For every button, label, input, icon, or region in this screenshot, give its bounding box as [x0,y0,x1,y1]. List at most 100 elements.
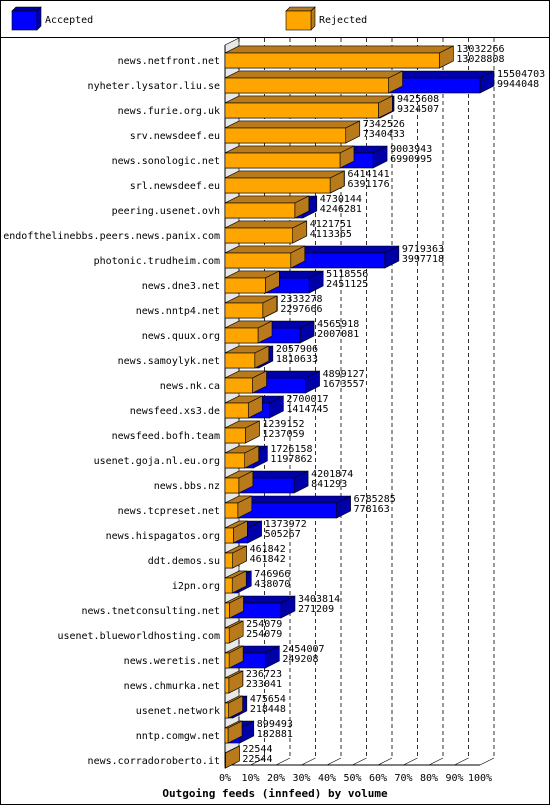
category-label: news.furie.org.uk [118,106,220,117]
legend: Accepted Rejected [11,6,367,31]
value-label-rejected: 9944048 [497,79,539,90]
tick-mark [326,757,342,766]
value-label-accepted: 5118556 [326,269,368,280]
value-label-accepted: 7342526 [363,119,405,130]
category-label: srv.newsdeef.eu [130,131,220,142]
category-label: ddt.demos.su [148,556,220,567]
value-label-rejected: 249208 [282,654,318,665]
value-label-accepted: 1373972 [265,519,307,530]
value-label-accepted: 4730144 [320,194,362,205]
x-tick-label: 10% [241,773,259,784]
value-label-accepted: 461842 [250,544,286,555]
value-label-accepted: 236723 [246,669,282,680]
value-label-rejected: 7340433 [363,129,405,140]
category-label: usenet.goja.nl.eu.org [94,456,220,467]
category-label: news.chmurka.net [124,681,220,692]
category-label: newsfeed.xs3.de [130,406,220,417]
bar-group [224,345,274,369]
value-label-rejected: 1237059 [262,429,304,440]
value-label-rejected: 4113365 [310,229,352,240]
value-label-rejected: 13028808 [456,54,504,65]
bar-group [224,170,345,194]
category-label: news.sonologic.net [112,156,220,167]
value-label-rejected: 1414745 [286,404,328,415]
bar-group [224,720,255,744]
value-label-rejected: 2297666 [280,304,322,315]
value-label-accepted: 2454007 [282,644,324,655]
category-label: news.tcpreset.net [118,506,220,517]
value-label-accepted: 22544 [242,744,272,755]
bar-rejected [224,95,393,119]
value-label-rejected: 4246281 [320,204,362,215]
value-label-accepted: 4201874 [311,469,353,480]
value-label-accepted: 3403814 [298,594,340,605]
bar-group [224,120,361,144]
tick-mark [352,757,367,766]
bar-group [224,645,280,669]
value-label-accepted: 4121751 [310,219,352,230]
tick-mark [301,757,316,766]
bar-group [224,295,278,319]
bar-rejected [224,695,243,719]
bar-rejected [224,720,243,744]
category-label: news.weretis.net [124,656,220,667]
value-label-rejected: 271209 [298,604,334,615]
category-label: news.corradoroberto.it [88,756,220,767]
value-label-rejected: 6990995 [390,154,432,165]
value-label-accepted: 4565918 [317,319,359,330]
category-label: news.bbs.nz [154,481,220,492]
bar-group [224,445,268,469]
category-label: news.quux.org [142,331,220,342]
value-label-accepted: 9425608 [397,94,439,105]
bar-rejected [224,245,306,269]
labels: 0% 10% 20% 30% 40% 50% 60% 70% 80% 90% 100% news.ne… [3,44,545,784]
value-label-rejected: 841293 [311,479,347,490]
value-label-accepted: 4899127 [323,369,365,380]
bar-group [224,520,262,544]
bar-rejected [224,570,247,594]
bar-group [224,495,351,519]
value-label-rejected: 505267 [265,529,301,540]
category-label: news.samoylyk.net [118,356,220,367]
bar-rejected [224,220,307,244]
category-label: nyheter.lysator.liu.se [88,81,220,92]
value-label-accepted: 13032266 [456,44,504,55]
bar-group [224,570,252,594]
bar-rejected [224,270,280,294]
bar-accepted [224,495,351,519]
x-tick-label: 100% [468,773,492,784]
category-label: news.dne3.net [142,281,220,292]
bar-group [224,195,318,219]
bar-rejected [224,745,240,769]
category-label: srl.newsdeef.eu [130,181,220,192]
x-tick-label: 80% [420,773,438,784]
bar-group [224,420,260,444]
bar-rejected [224,370,267,394]
value-label-accepted: 9719363 [402,244,444,255]
category-label: news.netfront.net [118,56,220,67]
bar-rejected [224,45,454,69]
x-tick-label: 30% [292,773,310,784]
category-label: i2pn.org [172,581,220,592]
bar-rejected [224,495,253,519]
bar-rejected [224,545,247,569]
tick-mark [454,757,469,766]
value-label-accepted: 475654 [250,694,286,705]
value-label-accepted: 2057906 [276,344,318,355]
x-tick-label: 40% [318,773,336,784]
bar-group [224,395,284,419]
bar-group [224,470,309,494]
value-label-rejected: 1810633 [276,354,318,365]
category-label: usenet.blueworldhosting.com [57,631,220,642]
bar-rejected [224,70,403,94]
value-label-rejected: 233041 [246,679,282,690]
value-label-rejected: 22544 [242,754,272,765]
value-label-rejected: 2451125 [326,279,368,290]
value-label-rejected: 3997718 [402,254,444,265]
value-label-rejected: 182881 [257,729,293,740]
bar-group [224,320,315,344]
bar-rejected [224,320,273,344]
bar-rejected [224,520,248,544]
value-label-accepted: 254079 [246,619,282,630]
bar-group [224,545,247,569]
